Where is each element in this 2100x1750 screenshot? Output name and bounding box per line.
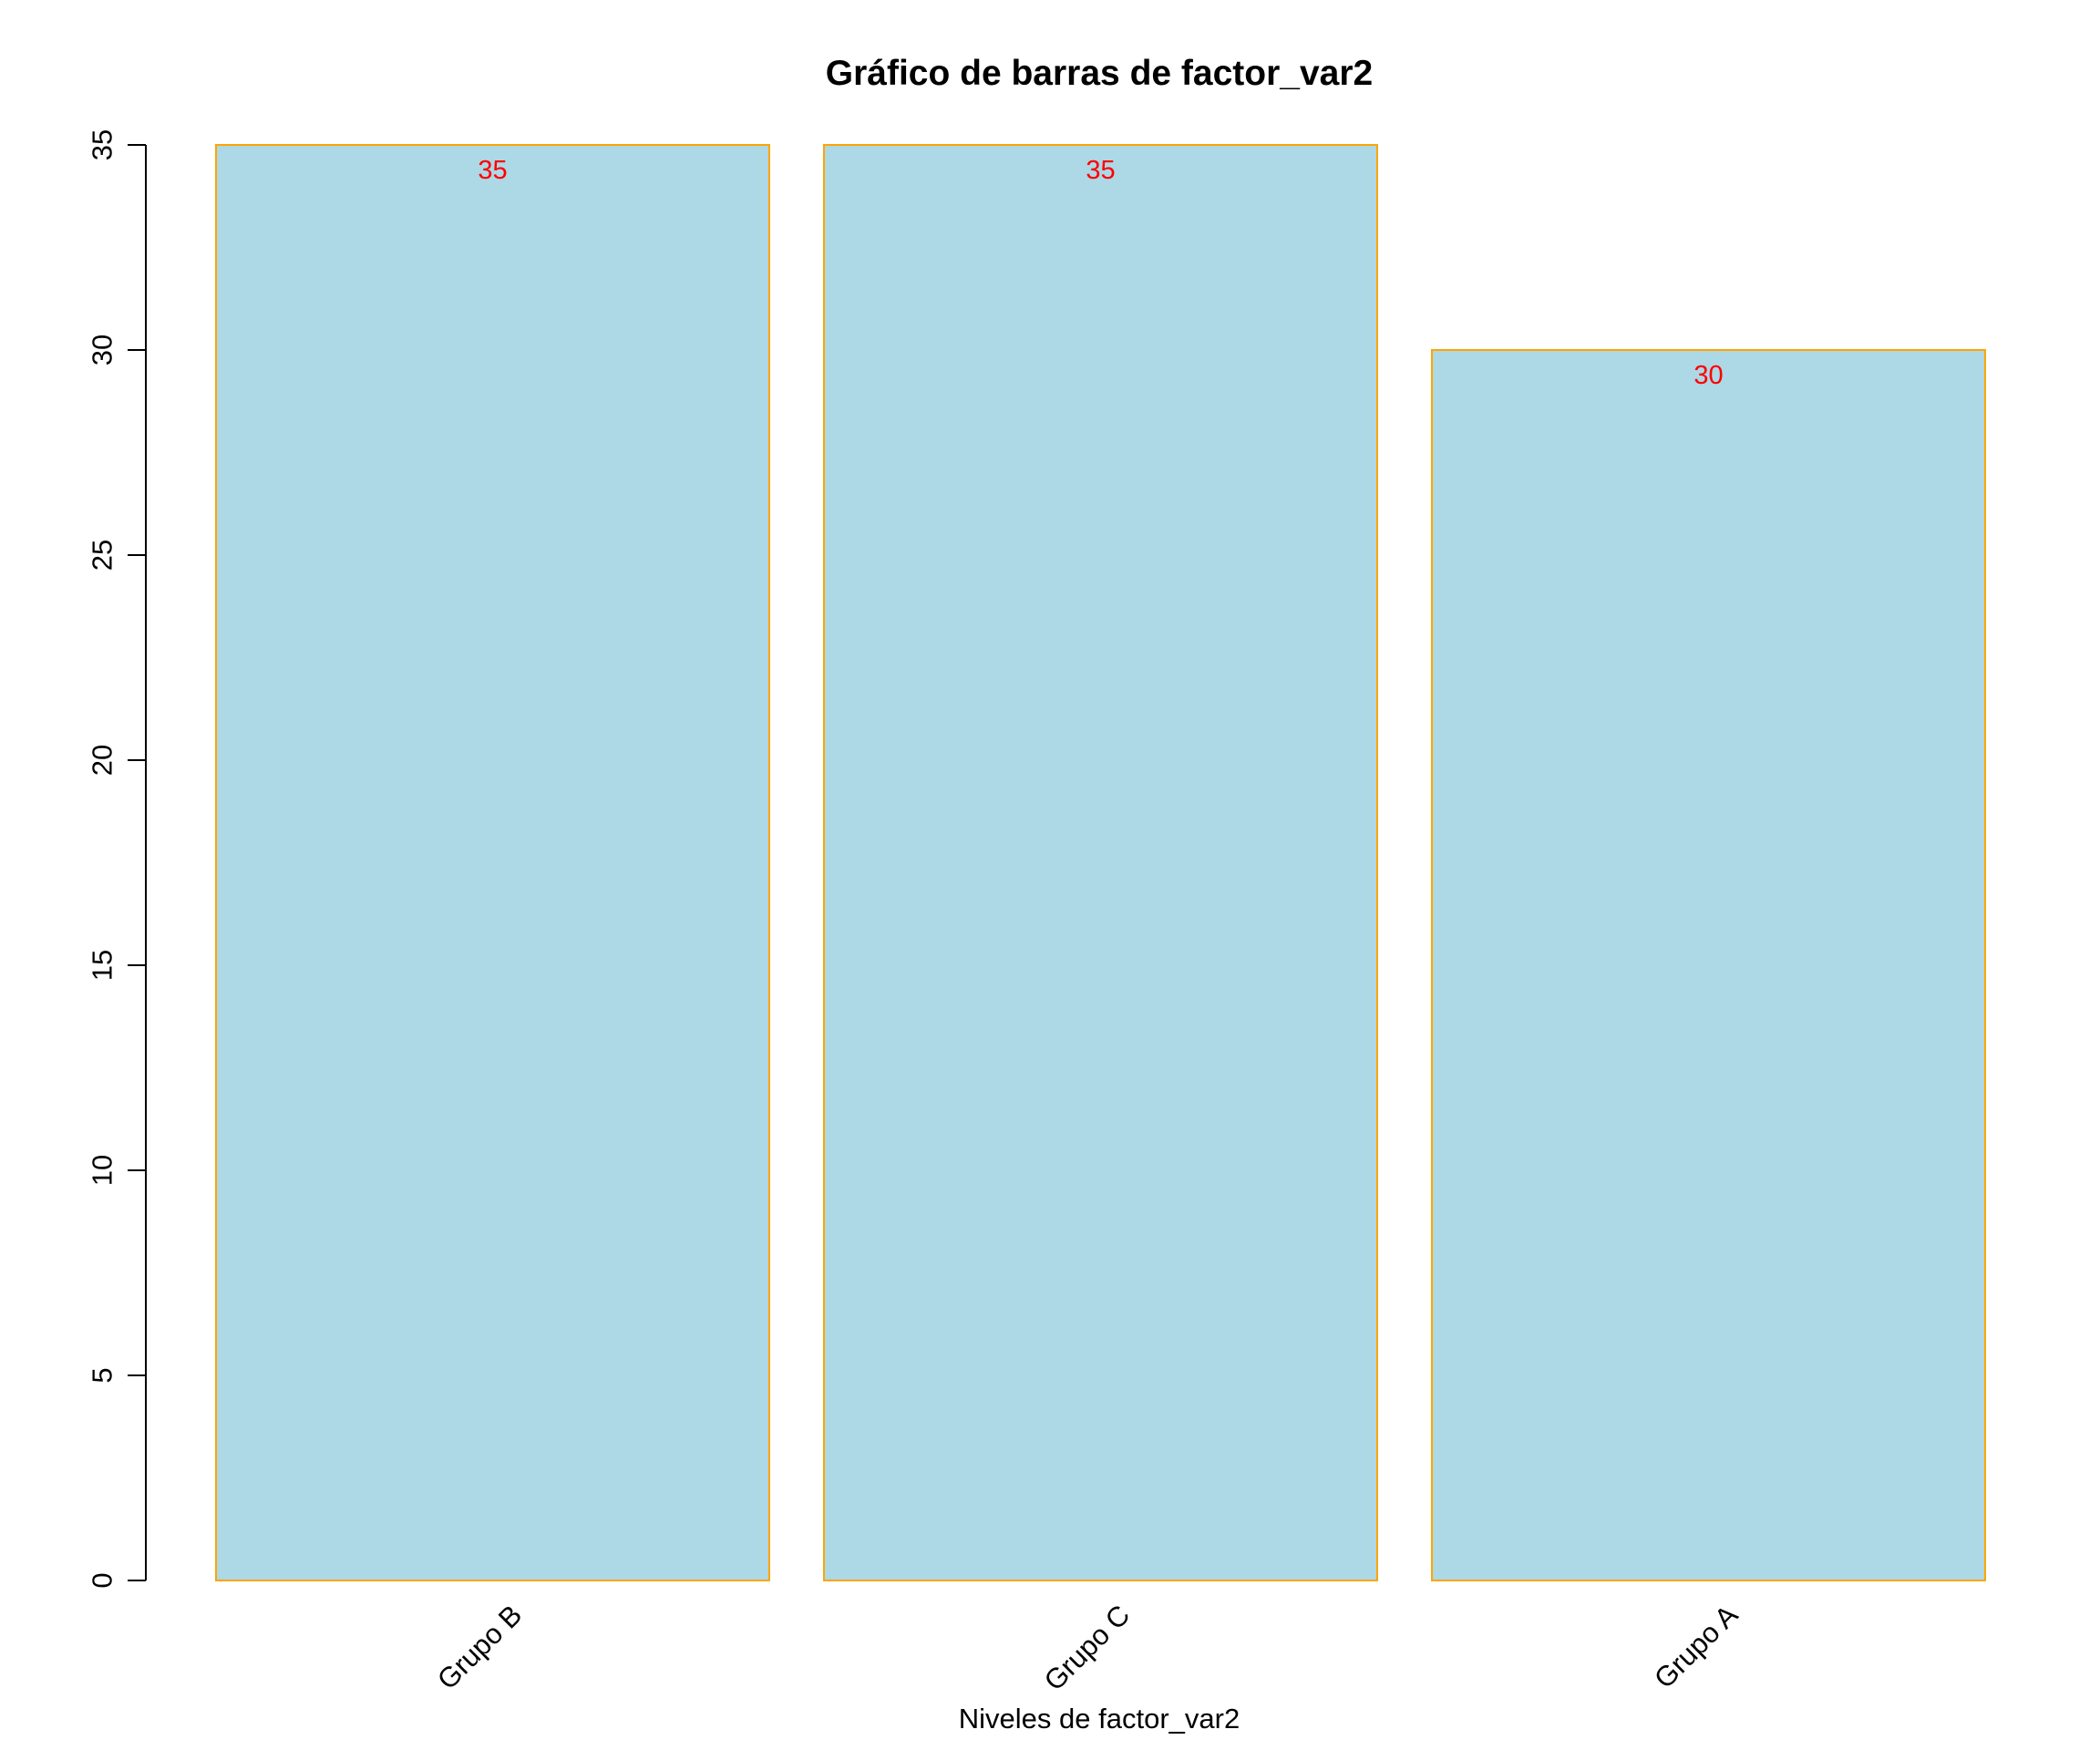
chart-title: Gráfico de barras de factor_var2 [826,54,1373,93]
y-tick-label: 25 [87,540,118,571]
y-tick-label: 20 [87,745,118,776]
y-tick-label: 10 [87,1155,118,1186]
y-tick-label: 35 [87,129,118,160]
bar-value-label: 30 [1693,361,1723,390]
y-tick-label: 15 [87,950,118,981]
x-tick-label: Grupo A [1648,1599,1744,1694]
y-tick-label: 30 [87,335,118,365]
bar-value-label: 35 [478,156,507,185]
x-tick-label: Grupo B [431,1599,528,1695]
bar [823,144,1378,1581]
y-tick-label: 0 [87,1572,118,1588]
y-axis: 0 5 10 15 20 25 30 35 [87,129,147,1589]
x-tick-label: Grupo C [1038,1599,1137,1697]
bars: 35 35 30 [215,144,1986,1581]
x-axis-label: Niveles de factor_var2 [959,1703,1240,1735]
y-tick-label: 5 [87,1367,118,1383]
bar-value-label: 35 [1086,156,1115,185]
x-axis: Grupo B Grupo C Grupo A [431,1599,1745,1697]
bar [215,144,770,1581]
bar [1431,349,1986,1581]
